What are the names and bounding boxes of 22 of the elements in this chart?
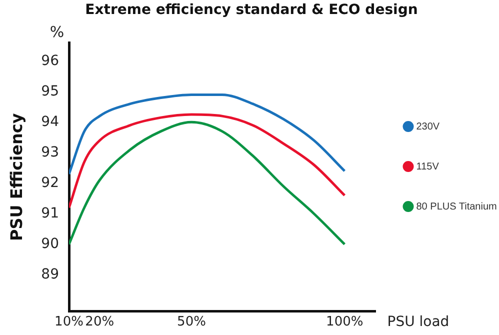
x-axis-title: PSU load bbox=[387, 314, 450, 330]
line-series bbox=[69, 113, 346, 209]
y-tick-label: 89 bbox=[41, 266, 60, 282]
y-tick-label: 91 bbox=[41, 205, 60, 222]
line-series bbox=[69, 120, 346, 246]
x-tick-label: 20% bbox=[85, 314, 114, 330]
legend-label: 115V bbox=[416, 161, 440, 172]
text: % bbox=[50, 23, 64, 42]
x-tick-label: 50% bbox=[177, 314, 206, 330]
line-series bbox=[69, 93, 346, 176]
x-tick-label: 10% bbox=[54, 314, 84, 330]
y-tick-label: 92 bbox=[41, 174, 60, 191]
chart-title: Extreme efficiency standard & ECO design bbox=[85, 2, 418, 18]
x-tick-label: 100% bbox=[326, 314, 364, 330]
y-tick-label: 95 bbox=[41, 83, 60, 100]
legend-label: 80 PLUS Titanium bbox=[416, 201, 497, 212]
y-tick-label: 94 bbox=[41, 114, 60, 130]
y-tick-label: 90 bbox=[41, 236, 60, 252]
y-axis-title: PSU Efficiency bbox=[6, 112, 26, 241]
y-tick-label: 93 bbox=[41, 144, 60, 160]
y-tick-label: 96 bbox=[41, 52, 60, 69]
legend-label: 230V bbox=[416, 121, 440, 132]
